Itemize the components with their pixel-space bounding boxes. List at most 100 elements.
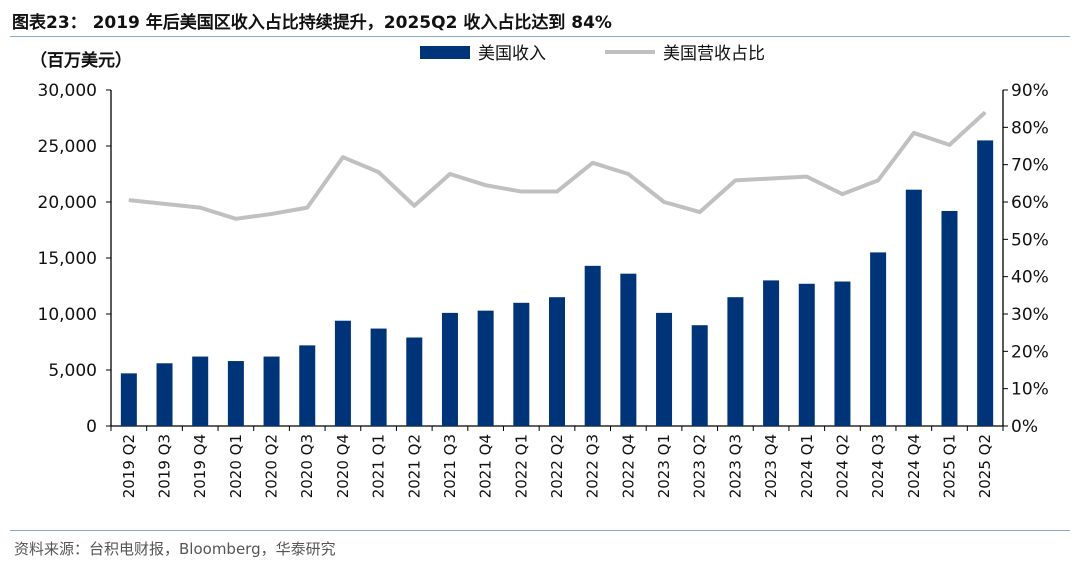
bar bbox=[299, 345, 316, 426]
x-tick-label: 2021 Q4 bbox=[477, 434, 495, 498]
line-point bbox=[806, 176, 808, 178]
line-point bbox=[271, 213, 273, 215]
x-tick-label: 2022 Q1 bbox=[512, 434, 530, 498]
right-tick-label: 30% bbox=[1011, 305, 1049, 325]
bar bbox=[905, 189, 922, 426]
x-tick-label: 2022 Q2 bbox=[548, 434, 566, 498]
legend-label-line: 美国营收占比 bbox=[663, 44, 765, 64]
x-tick-label: 2020 Q1 bbox=[227, 434, 245, 498]
line-point bbox=[948, 144, 950, 146]
line-point bbox=[984, 111, 986, 113]
bar bbox=[763, 280, 780, 426]
left-tick-label: 20,000 bbox=[38, 193, 97, 213]
x-tick-label: 2021 Q1 bbox=[370, 434, 388, 498]
line-point bbox=[449, 173, 451, 175]
bar bbox=[584, 265, 601, 426]
line-point bbox=[663, 201, 665, 203]
bar bbox=[192, 356, 209, 426]
chart-title: 图表23： 2019 年后美国区收入占比持续提升，2025Q2 收入占比达到 8… bbox=[12, 13, 612, 33]
bar bbox=[549, 297, 565, 426]
x-tick-label: 2022 Q3 bbox=[584, 434, 602, 498]
bar bbox=[156, 363, 173, 426]
bar bbox=[870, 252, 887, 426]
legend-swatch-bar bbox=[420, 46, 470, 59]
line-point bbox=[164, 203, 166, 205]
bar bbox=[691, 325, 708, 426]
x-tick-label: 2020 Q2 bbox=[263, 434, 281, 498]
bar bbox=[227, 361, 244, 426]
bar bbox=[941, 210, 958, 426]
x-tick-label: 2024 Q4 bbox=[905, 434, 923, 498]
bar bbox=[977, 140, 994, 426]
line-point bbox=[699, 211, 701, 213]
x-tick-label: 2024 Q3 bbox=[869, 434, 887, 498]
right-tick-label: 40% bbox=[1011, 268, 1049, 288]
x-tick-label: 2024 Q2 bbox=[833, 434, 851, 498]
line-point bbox=[556, 191, 558, 193]
bar bbox=[334, 320, 351, 426]
bar bbox=[441, 312, 458, 426]
right-tick-label: 10% bbox=[1011, 380, 1049, 400]
right-tick-label: 0% bbox=[1011, 417, 1038, 437]
left-tick-label: 15,000 bbox=[38, 249, 97, 269]
bar bbox=[370, 328, 387, 426]
right-tick-label: 70% bbox=[1011, 156, 1049, 176]
x-tick-label: 2019 Q2 bbox=[120, 434, 138, 498]
x-tick-label: 2024 Q1 bbox=[798, 434, 816, 498]
line-point bbox=[592, 162, 594, 164]
x-tick-label: 2023 Q2 bbox=[691, 434, 709, 498]
right-tick-label: 20% bbox=[1011, 342, 1049, 362]
left-axis-unit: （百万美元） bbox=[30, 50, 132, 71]
top-divider bbox=[10, 36, 1070, 37]
bar bbox=[513, 302, 530, 426]
bar bbox=[620, 273, 637, 426]
line-point bbox=[734, 179, 736, 181]
bar bbox=[727, 297, 744, 426]
bar bbox=[406, 337, 423, 426]
legend-label-bar: 美国收入 bbox=[478, 44, 546, 64]
left-tick-label: 5,000 bbox=[48, 361, 97, 381]
x-tick-label: 2019 Q4 bbox=[191, 434, 209, 498]
right-tick-label: 60% bbox=[1011, 193, 1049, 213]
line-point bbox=[235, 218, 237, 220]
bottom-divider bbox=[10, 530, 1070, 531]
x-tick-label: 2025 Q1 bbox=[940, 434, 958, 498]
line-point bbox=[378, 171, 380, 173]
line-series bbox=[128, 110, 987, 221]
x-tick-label: 2022 Q4 bbox=[619, 434, 637, 498]
line-point bbox=[770, 177, 772, 179]
bar bbox=[263, 356, 280, 426]
x-tick-label: 2025 Q2 bbox=[976, 434, 994, 498]
line-point bbox=[913, 132, 915, 134]
right-tick-label: 90% bbox=[1011, 81, 1049, 101]
line-point bbox=[485, 184, 487, 186]
line-point bbox=[841, 193, 843, 195]
line-point bbox=[520, 191, 522, 193]
line-point bbox=[199, 207, 201, 209]
left-tick-label: 30,000 bbox=[38, 81, 97, 101]
right-tick-label: 50% bbox=[1011, 230, 1049, 250]
x-tick-label: 2019 Q3 bbox=[156, 434, 174, 498]
right-tick-label: 80% bbox=[1011, 118, 1049, 138]
line-point bbox=[413, 205, 415, 207]
x-tick-label: 2020 Q3 bbox=[298, 434, 316, 498]
x-tick-label: 2023 Q4 bbox=[762, 434, 780, 498]
x-tick-label: 2023 Q3 bbox=[726, 434, 744, 498]
bar bbox=[798, 283, 815, 426]
line-point bbox=[877, 179, 879, 181]
line-point bbox=[627, 173, 629, 175]
line-point bbox=[306, 207, 308, 209]
x-tick-label: 2020 Q4 bbox=[334, 434, 352, 498]
chart: （百万美元） 0 5,000 10,000 15,000 20,000 25,000 30,0… bbox=[30, 44, 1049, 498]
source-note: 资料来源：台积电财报，Bloomberg，华泰研究 bbox=[14, 540, 336, 558]
bar bbox=[477, 310, 494, 426]
line-point bbox=[128, 199, 130, 201]
bar bbox=[834, 281, 851, 426]
bar bbox=[656, 312, 673, 426]
line-point bbox=[342, 156, 344, 158]
bar bbox=[120, 373, 137, 426]
x-tick-label: 2021 Q2 bbox=[405, 434, 423, 498]
left-tick-label: 0 bbox=[86, 417, 97, 437]
left-tick-label: 25,000 bbox=[38, 137, 97, 157]
x-tick-label: 2023 Q1 bbox=[655, 434, 673, 498]
